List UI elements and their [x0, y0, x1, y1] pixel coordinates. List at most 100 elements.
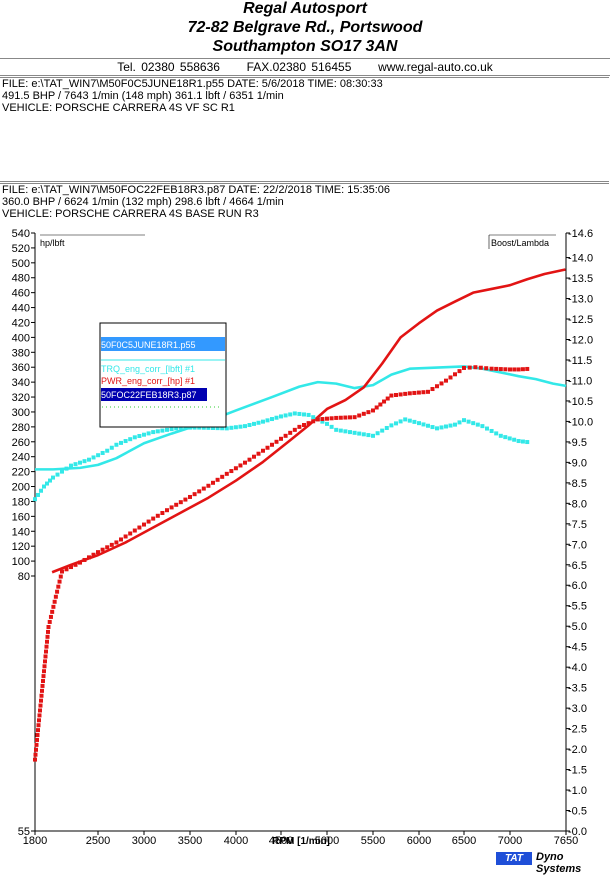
series-point [385, 396, 390, 401]
run1-vehicle: VEHICLE: PORSCHE CARRERA 4S VF SC R1 [2, 102, 235, 114]
series-point [485, 426, 489, 431]
series-point [512, 437, 517, 442]
series-point [371, 433, 375, 438]
legend-item-run1: 50F0C5JUNE18R1.p55 [101, 340, 196, 350]
y-tick-label: 55 [18, 826, 30, 838]
series-point [252, 454, 256, 459]
series-point [329, 424, 334, 429]
y-tick-label: 160 [12, 511, 30, 523]
series-point [252, 421, 256, 426]
series-point [45, 639, 49, 644]
series-point [407, 418, 412, 423]
series-point [39, 693, 44, 698]
series-point [40, 688, 44, 693]
series-point [36, 492, 40, 497]
series-point [178, 425, 183, 430]
series-point [274, 439, 279, 444]
legend-item-bg [101, 388, 207, 401]
series-point [371, 408, 375, 413]
series-point [60, 469, 64, 474]
series-point [467, 365, 472, 370]
series-point [416, 390, 421, 395]
series-point [132, 435, 137, 440]
series-point [348, 415, 352, 420]
series-point [42, 484, 46, 489]
series-point [435, 384, 439, 389]
series-point [380, 428, 385, 433]
x-tick-label: 7650 [554, 835, 578, 847]
series-point [82, 459, 87, 464]
series-point [43, 659, 47, 664]
series-point [484, 366, 489, 371]
series-line [51, 268, 566, 574]
y2-tick-label: -8.5 [568, 478, 587, 490]
series-point [403, 417, 408, 422]
y-tick-label: 240 [12, 452, 30, 464]
y-tick-label: 320 [12, 392, 30, 404]
series-point [206, 425, 211, 430]
series-point [471, 421, 476, 426]
series-point [51, 604, 56, 609]
series-point [174, 502, 179, 507]
series-point [378, 402, 383, 407]
series-point [398, 392, 403, 397]
series-point [394, 421, 398, 426]
x-tick-label: 7000 [498, 835, 522, 847]
series-point [197, 489, 202, 494]
series-point [412, 390, 417, 395]
series-point [220, 426, 225, 431]
series-point [247, 457, 252, 462]
series-point [417, 421, 421, 426]
series-point [366, 410, 371, 415]
series-point [33, 497, 37, 502]
series-point [361, 432, 366, 437]
series-point [357, 413, 362, 418]
y-tick-label: 540 [12, 228, 30, 240]
series-point [41, 674, 46, 679]
series-point [146, 431, 151, 436]
series-line [35, 365, 567, 471]
series-point [292, 427, 297, 432]
y-tick-label: 200 [12, 482, 30, 494]
series-point [174, 426, 179, 431]
series-point [220, 474, 225, 479]
series-point [274, 415, 279, 420]
series-point [123, 534, 128, 539]
series-point [44, 649, 48, 654]
series-point [279, 436, 283, 441]
y2-tick-label: -8.0 [568, 498, 587, 510]
series-point [503, 435, 508, 440]
series-point [520, 367, 525, 372]
series-point [45, 634, 50, 639]
y2-tick-label: -14.6 [568, 228, 593, 240]
x-axis-label: RPM [1/min] [272, 836, 330, 847]
y2-tick-label: -1.5 [568, 765, 587, 777]
series-point [73, 462, 78, 467]
run1-power: 491.5 BHP / 7643 1/min (148 mph) 361.1 l… [2, 90, 284, 102]
series-point [40, 683, 45, 688]
series-point [256, 451, 261, 456]
series-point [382, 399, 387, 404]
series-point [462, 418, 466, 423]
y2-tick-label: -14.0 [568, 253, 593, 265]
series-point [201, 425, 206, 430]
series-point [389, 393, 394, 398]
series-point [407, 391, 412, 396]
series-point [453, 422, 457, 427]
series-point [444, 424, 448, 429]
series-point [288, 430, 293, 435]
run2-power: 360.0 BHP / 6624 1/min (132 mph) 298.6 l… [2, 196, 284, 208]
y2-tick-label: -5.5 [568, 601, 587, 613]
x-tick-label: 1800 [23, 835, 47, 847]
y2-tick-label: -9.0 [568, 457, 587, 469]
series-point [78, 460, 82, 465]
series-point [421, 390, 426, 395]
series-point [128, 437, 133, 442]
series-point [169, 505, 174, 510]
series-point [462, 365, 466, 370]
y-axis-label: hp/lbft [40, 238, 65, 248]
company-address-line2: Southampton SO17 3AN [212, 38, 398, 55]
series-point [320, 417, 325, 422]
series-point [302, 423, 306, 428]
series-point [201, 486, 206, 491]
